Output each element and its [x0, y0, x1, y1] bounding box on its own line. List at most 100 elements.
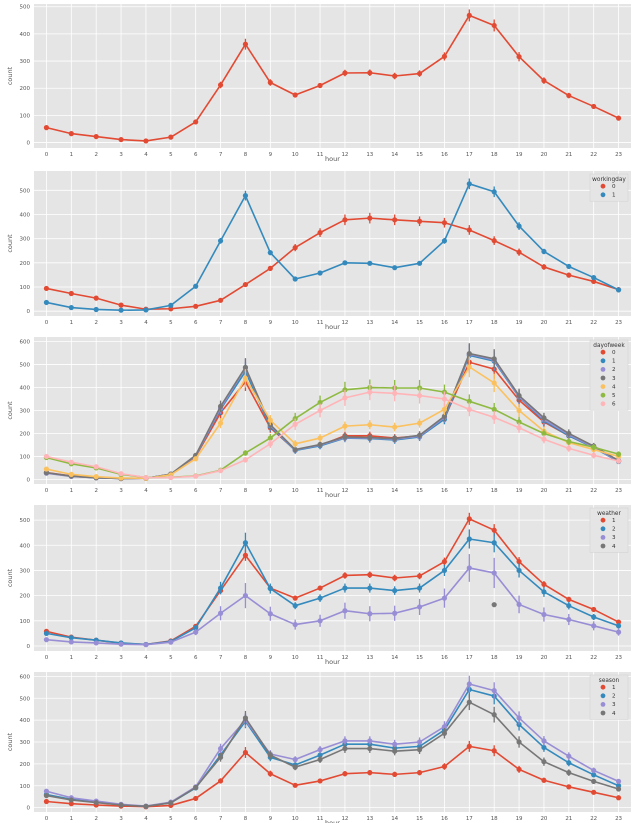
data-point — [541, 248, 547, 255]
legend-label: 4 — [612, 384, 616, 390]
legend-label: 3 — [612, 535, 616, 541]
legend-box — [589, 173, 629, 202]
data-point — [118, 641, 124, 647]
x-tick-label: 8 — [244, 320, 248, 326]
data-point — [491, 687, 497, 694]
x-tick-label: 8 — [244, 152, 248, 158]
data-point — [441, 406, 448, 412]
data-point — [267, 771, 273, 777]
x-tick-label: 23 — [615, 655, 622, 661]
y-tick-label: 500 — [20, 5, 31, 11]
series-1 — [43, 178, 622, 313]
data-point — [416, 585, 423, 591]
data-point — [591, 614, 597, 620]
data-point — [591, 623, 597, 629]
data-point — [292, 764, 298, 770]
data-point — [392, 575, 398, 581]
data-point — [242, 715, 249, 721]
data-point — [491, 602, 497, 608]
legend-label: 4 — [612, 711, 616, 717]
x-tick-label: 3 — [119, 320, 123, 326]
x-tick-label: 23 — [615, 488, 622, 494]
x-tick-label: 0 — [45, 655, 49, 661]
data-point — [615, 451, 622, 457]
y-tick-label: 0 — [27, 477, 31, 483]
data-point — [541, 759, 547, 765]
data-point — [242, 193, 249, 199]
data-point — [615, 623, 622, 629]
data-point — [441, 53, 448, 60]
x-tick-label: 13 — [366, 816, 373, 822]
data-point — [68, 797, 74, 803]
data-point — [342, 434, 348, 440]
data-point — [491, 380, 497, 386]
x-tick-label: 10 — [292, 320, 299, 326]
y-tick-label: 500 — [20, 518, 31, 524]
y-tick-label: 0 — [27, 309, 31, 315]
data-point — [242, 552, 249, 558]
data-point — [118, 307, 124, 313]
data-point — [193, 795, 199, 802]
series-line — [46, 567, 619, 646]
data-point — [267, 417, 273, 423]
legend-label: 3 — [612, 702, 616, 708]
data-point — [118, 475, 124, 481]
data-point — [242, 450, 249, 456]
x-tick-label: 0 — [45, 816, 49, 822]
legend-label: 1 — [612, 518, 616, 524]
data-point — [591, 772, 597, 778]
x-tick-label: 10 — [292, 152, 299, 158]
data-point — [566, 445, 572, 451]
x-tick-label: 7 — [219, 488, 223, 494]
data-point — [491, 22, 497, 29]
legend-label: 0 — [612, 350, 616, 356]
y-tick-label: 500 — [20, 696, 31, 702]
data-point — [516, 425, 522, 431]
x-tick-label: 6 — [194, 152, 198, 158]
data-point — [317, 441, 323, 448]
data-point — [317, 270, 323, 276]
x-axis-label: hour — [325, 819, 340, 823]
data-point — [466, 699, 472, 705]
data-point — [143, 474, 149, 481]
data-point — [267, 79, 273, 86]
x-tick-label: 13 — [366, 320, 373, 326]
data-point — [491, 356, 497, 362]
data-point — [516, 601, 522, 608]
data-point — [541, 436, 547, 442]
data-point — [566, 263, 572, 270]
x-tick-label: 19 — [516, 320, 523, 326]
data-point — [342, 738, 348, 744]
data-point — [441, 413, 448, 419]
legend-marker — [600, 526, 606, 532]
y-tick-label: 200 — [20, 594, 31, 600]
plot-area — [34, 505, 631, 651]
data-point — [118, 136, 124, 143]
x-tick-label: 18 — [491, 655, 498, 661]
y-tick-label: 300 — [20, 59, 31, 65]
data-point — [217, 468, 224, 474]
data-point — [466, 364, 472, 370]
x-tick-label: 9 — [269, 488, 273, 494]
x-tick-label: 13 — [366, 655, 373, 661]
data-point — [516, 419, 522, 425]
data-point — [416, 260, 423, 266]
x-tick-label: 12 — [341, 152, 348, 158]
data-point — [466, 350, 472, 357]
data-point — [516, 559, 522, 565]
y-tick-label: 400 — [20, 543, 31, 549]
x-tick-label: 19 — [516, 488, 523, 494]
data-point — [416, 432, 423, 438]
data-point — [466, 398, 472, 404]
data-point — [93, 306, 99, 313]
data-point — [441, 559, 448, 565]
data-point — [317, 778, 323, 784]
y-axis-label: count — [6, 401, 14, 420]
data-point — [93, 640, 99, 646]
legend-label: 4 — [612, 544, 616, 550]
x-tick-label: 18 — [491, 320, 498, 326]
x-tick-label: 15 — [416, 655, 423, 661]
data-point — [541, 415, 547, 421]
